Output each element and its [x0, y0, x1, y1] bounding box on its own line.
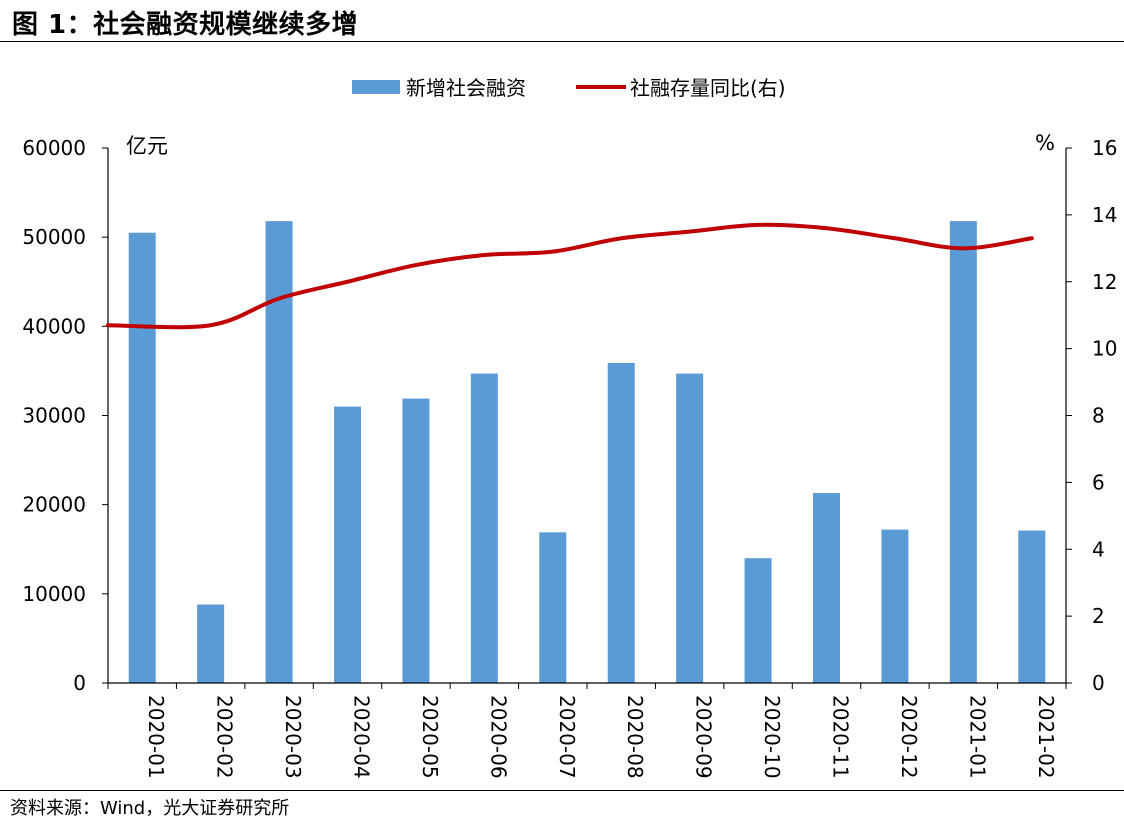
figure-title: 图 1：社会融资规模继续多增: [12, 10, 359, 40]
x-tick-label: 2020-11: [829, 695, 853, 779]
right-tick-label: 12: [1092, 270, 1117, 294]
right-tick-label: 4: [1092, 537, 1105, 561]
line-series: [106, 222, 1034, 330]
bar-2020-04: [334, 406, 361, 683]
left-tick-label: 60000: [22, 136, 86, 160]
legend-label-bar: 新增社会融资: [406, 76, 526, 100]
x-tick-label: 2020-01: [144, 695, 168, 779]
legend: 新增社会融资 社融存量同比(右): [352, 76, 786, 100]
right-tick-label: 14: [1092, 203, 1117, 227]
bar-2020-03: [265, 221, 293, 683]
x-tick-label: 2020-09: [692, 695, 716, 779]
right-tick-label: 0: [1092, 671, 1105, 695]
x-tick-label: 2020-10: [760, 695, 784, 779]
left-tick-label: 30000: [22, 404, 86, 428]
x-tick-label: 2020-08: [623, 695, 647, 779]
legend-swatch-bar: [352, 80, 400, 94]
x-tick-label: 2020-05: [418, 695, 442, 779]
bar-2020-05: [402, 398, 430, 683]
x-tick-label: 2020-03: [281, 695, 305, 779]
bar-series: [128, 221, 1046, 684]
bar-2020-10: [744, 558, 772, 683]
bar-2020-09: [676, 373, 704, 683]
line-path-yoy: [106, 222, 1034, 330]
left-tick-label: 50000: [22, 225, 86, 249]
right-tick-label: 2: [1092, 604, 1105, 628]
x-tick-label: 2020-12: [897, 695, 921, 779]
bar-2020-01: [128, 232, 156, 684]
left-tick-label: 20000: [22, 493, 86, 517]
source-note: 资料来源：Wind，光大证券研究所: [10, 798, 290, 819]
left-tick-label: 0: [73, 671, 86, 695]
bar-2021-01: [949, 221, 977, 683]
bar-2020-06: [470, 373, 498, 683]
x-tick-label: 2021-01: [965, 695, 989, 779]
bar-2020-07: [539, 532, 567, 683]
x-tick-label: 2021-02: [1034, 695, 1058, 779]
source-divider: [0, 790, 1124, 791]
right-tick-label: 16: [1092, 136, 1117, 160]
right-tick-label: 8: [1092, 404, 1105, 428]
bar-2020-11: [813, 493, 840, 683]
right-tick-label: 6: [1092, 470, 1105, 494]
left-tick-label: 40000: [22, 314, 86, 338]
bar-2021-02: [1018, 530, 1046, 683]
left-axis-unit: 亿元: [126, 134, 168, 158]
x-tick-label: 2020-06: [486, 695, 510, 779]
right-tick-label: 10: [1092, 337, 1117, 361]
legend-label-line: 社融存量同比(右): [630, 76, 786, 100]
bar-2020-12: [881, 529, 909, 683]
right-axis-unit: %: [1035, 131, 1055, 155]
x-tick-label: 2020-07: [555, 695, 579, 779]
bar-2020-08: [607, 362, 635, 683]
left-tick-label: 10000: [22, 582, 86, 606]
title-divider: [0, 41, 1124, 42]
x-tick-label: 2020-02: [213, 695, 237, 779]
bar-2020-02: [197, 604, 225, 683]
axes: 0 10000 20000 30000 40000 50000 60000 0 2 4 6 8 10 12…: [22, 131, 1117, 779]
x-tick-label: 2020-04: [350, 695, 374, 779]
